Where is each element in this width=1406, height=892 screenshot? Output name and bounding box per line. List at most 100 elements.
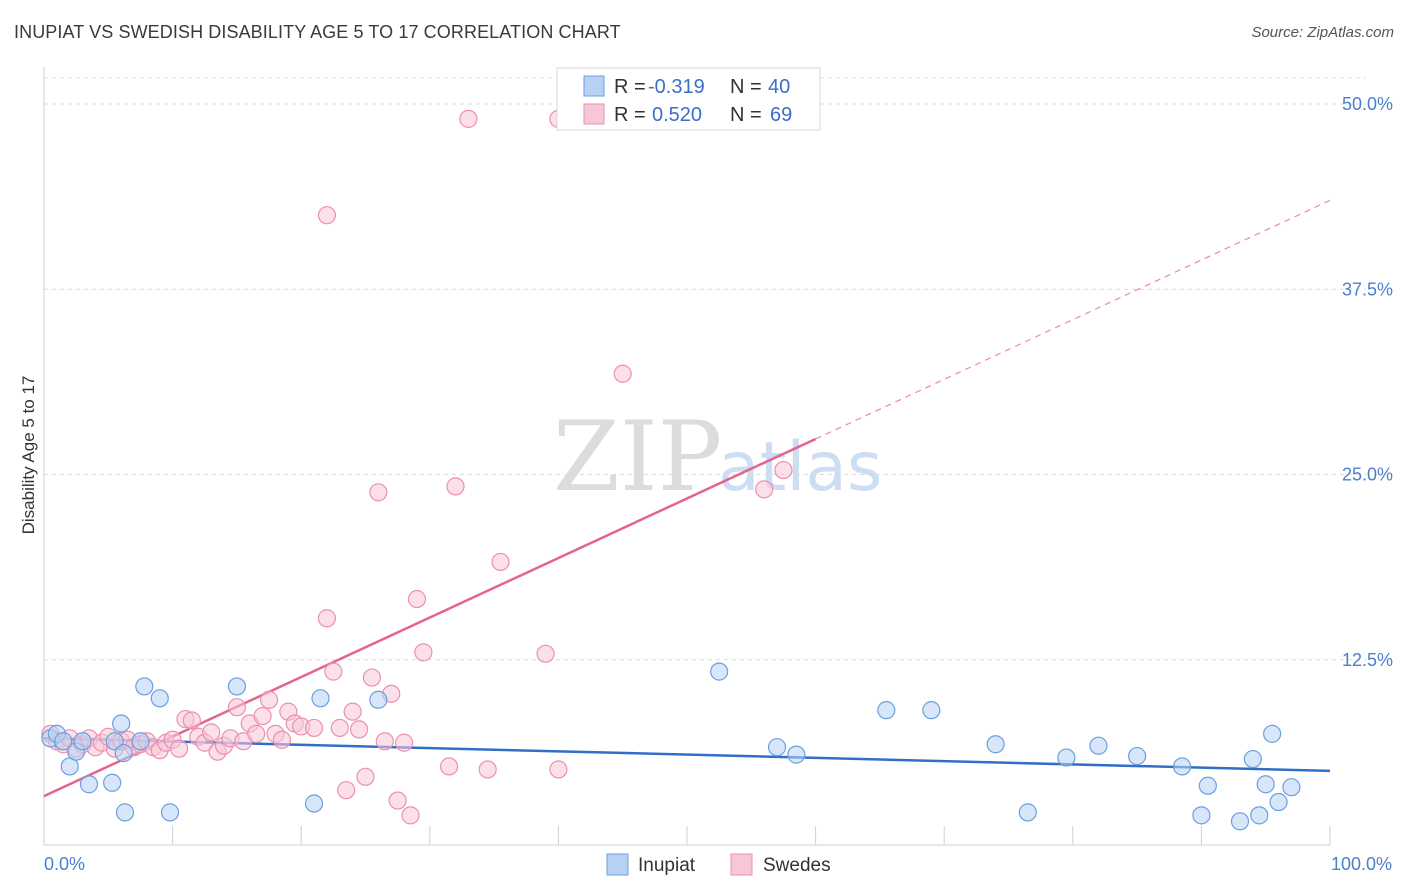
trend-line-inupiat: [43, 737, 1331, 773]
legend-swatch-inupiat: [606, 853, 629, 876]
trend-extension-swedes: [815, 199, 1331, 440]
point-swedes-22: [182, 711, 201, 730]
point-swedes-49: [362, 668, 382, 687]
series-legend: Inupiat Swedes: [606, 853, 831, 876]
legend-swatch-swedes: [730, 853, 753, 876]
point-swedes-29: [227, 698, 246, 717]
point-swedes-66: [755, 480, 774, 499]
point-inupiat-33: [1230, 812, 1250, 831]
point-inupiat-2: [54, 732, 73, 751]
stats-legend: R = -0.319 N = 40 R = 0.520 N = 69: [556, 67, 821, 131]
point-swedes-45: [337, 781, 356, 800]
point-inupiat-37: [1263, 724, 1282, 743]
watermark: ZIP atlas: [553, 401, 882, 513]
stats-r-value-swedes: 0.520: [652, 104, 702, 126]
point-inupiat-24: [922, 701, 941, 720]
gridlines: [44, 77, 1366, 661]
stats-swatch-swedes: [583, 103, 605, 125]
data-points: [41, 109, 1301, 831]
point-swedes-33: [253, 706, 272, 726]
point-swedes-59: [446, 477, 465, 496]
point-swedes-64: [549, 760, 568, 779]
point-swedes-55: [401, 806, 420, 825]
point-inupiat-34: [1243, 749, 1262, 769]
x-tick-label-0: 0.0%: [44, 854, 85, 874]
point-swedes-57: [414, 643, 433, 662]
stats-n-label-swedes: N =: [730, 104, 762, 126]
point-inupiat-23: [877, 701, 896, 720]
y-tick-label-2: 37.5%: [1342, 279, 1393, 299]
source-credit: Source: ZipAtlas.com: [1251, 24, 1394, 41]
point-swedes-47: [349, 720, 369, 739]
point-swedes-32: [247, 724, 266, 743]
y-tick-label-3: 50.0%: [1342, 94, 1393, 114]
stats-r-label-inupiat: R =: [614, 76, 646, 98]
point-swedes-67: [774, 460, 793, 480]
point-inupiat-22: [787, 745, 806, 764]
point-inupiat-15: [160, 803, 180, 822]
y-axis-title: Disability Age 5 to 17: [19, 376, 38, 535]
point-inupiat-16: [227, 677, 246, 696]
y-tick-labels: 12.5% 25.0% 37.5% 50.0%: [1342, 94, 1393, 670]
point-inupiat-9: [103, 773, 122, 792]
point-inupiat-5: [73, 732, 92, 751]
point-swedes-48: [356, 767, 375, 786]
point-inupiat-30: [1173, 757, 1192, 776]
legend-label-inupiat: Inupiat: [638, 855, 696, 876]
point-inupiat-26: [1018, 803, 1037, 822]
watermark-zip: ZIP: [553, 401, 722, 513]
stats-swatch-inupiat: [583, 75, 605, 97]
point-swedes-34: [259, 690, 279, 709]
y-tick-label-1: 25.0%: [1342, 465, 1393, 485]
point-inupiat-38: [1269, 792, 1288, 812]
point-swedes-53: [388, 791, 407, 810]
point-inupiat-25: [986, 735, 1005, 754]
watermark-atlas: atlas: [718, 428, 882, 507]
point-swedes-50: [369, 483, 388, 502]
point-inupiat-27: [1057, 748, 1076, 767]
point-inupiat-13: [135, 677, 154, 696]
point-inupiat-10: [114, 744, 133, 763]
point-inupiat-6: [79, 775, 99, 794]
point-swedes-51: [375, 732, 394, 751]
point-inupiat-19: [369, 690, 388, 709]
y-tick-label-0: 12.5%: [1342, 650, 1393, 670]
point-swedes-44: [330, 718, 349, 738]
point-inupiat-39: [1282, 778, 1301, 797]
point-inupiat-14: [150, 689, 169, 708]
x-tick-labels: 0.0% 100.0%: [44, 854, 1392, 874]
stats-n-value-swedes: 69: [770, 104, 792, 126]
point-inupiat-12: [131, 732, 150, 751]
point-inupiat-20: [710, 662, 729, 681]
point-swedes-20: [169, 739, 189, 758]
point-swedes-46: [343, 702, 362, 721]
stats-n-value-inupiat: 40: [768, 76, 790, 98]
point-inupiat-32: [1198, 776, 1217, 795]
point-inupiat-8: [112, 714, 131, 733]
legend-label-swedes: Swedes: [763, 855, 831, 876]
point-swedes-43: [317, 206, 337, 225]
point-inupiat-21: [767, 738, 787, 757]
point-swedes-60: [459, 109, 478, 128]
point-swedes-61: [478, 760, 497, 779]
point-inupiat-18: [311, 689, 330, 708]
point-swedes-56: [407, 589, 427, 609]
point-inupiat-28: [1089, 736, 1108, 755]
point-swedes-54: [394, 733, 414, 752]
point-inupiat-17: [304, 794, 324, 813]
point-swedes-36: [272, 730, 292, 749]
point-inupiat-36: [1256, 775, 1275, 794]
point-swedes-41: [317, 609, 337, 628]
point-swedes-40: [304, 718, 324, 738]
chart-title: INUPIAT VS SWEDISH DISABILITY AGE 5 TO 1…: [14, 22, 621, 42]
point-swedes-62: [491, 552, 510, 572]
point-inupiat-35: [1250, 806, 1269, 825]
point-swedes-25: [202, 723, 221, 742]
point-swedes-63: [536, 644, 555, 663]
x-tick-label-1: 100.0%: [1331, 854, 1392, 874]
stats-r-value-inupiat: -0.319: [648, 76, 705, 98]
point-swedes-65: [613, 364, 632, 383]
point-inupiat-29: [1127, 746, 1147, 766]
axes: [43, 67, 1331, 846]
